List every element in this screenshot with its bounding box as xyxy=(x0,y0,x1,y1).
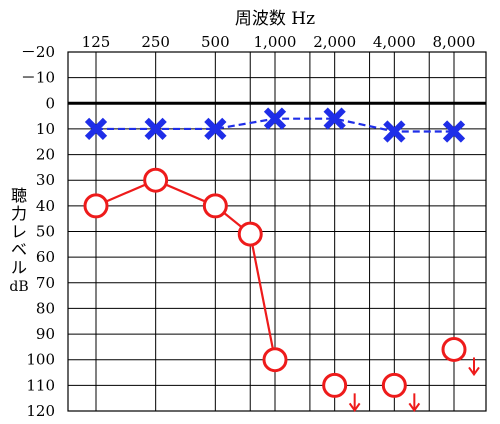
y-tick-labels: －20 －10 0 10 20 30 40 50 60 70 80 90 100 110 120 xyxy=(21,43,55,420)
x-tick-label: 4,000 xyxy=(373,33,416,51)
y-tick-label: 100 xyxy=(26,351,55,369)
y-axis-label-char: 力 xyxy=(11,204,27,223)
data-point-cross xyxy=(84,117,108,141)
y-axis-label-unit: dB xyxy=(9,279,28,295)
y-tick-label: 110 xyxy=(26,376,55,394)
cross-stroke xyxy=(84,117,108,141)
cross-stroke xyxy=(144,117,167,141)
data-point-circle xyxy=(262,347,288,373)
data-point-circle xyxy=(237,221,263,247)
y-tick-label: －10 xyxy=(21,69,55,87)
no-response-arrow xyxy=(408,393,421,413)
arrow-head xyxy=(408,402,421,413)
x-tick-label: 250 xyxy=(141,33,170,51)
y-tick-label: 70 xyxy=(36,274,55,292)
no-response-arrow xyxy=(468,357,480,377)
y-axis-label-char: 聴 xyxy=(11,186,27,205)
data-point-cross xyxy=(323,107,346,130)
y-tick-label: 30 xyxy=(36,171,55,189)
data-point-circle xyxy=(202,193,228,219)
y-tick-label: 40 xyxy=(36,197,55,215)
series-circle-red xyxy=(83,167,480,413)
data-point-circle xyxy=(322,372,348,398)
x-tick-label: 125 xyxy=(82,33,111,51)
data-point-cross xyxy=(144,117,167,141)
y-tick-label: 10 xyxy=(36,120,55,138)
cross-stroke xyxy=(323,107,346,130)
x-tick-label: 1,000 xyxy=(254,33,297,51)
y-tick-label: 0 xyxy=(45,94,55,112)
y-tick-label: 90 xyxy=(36,325,55,343)
y-tick-label: 80 xyxy=(36,299,55,317)
data-point-cross xyxy=(442,120,466,143)
cross-stroke xyxy=(442,120,466,143)
x-tick-label: 2,000 xyxy=(313,33,356,51)
y-tick-label: 120 xyxy=(26,402,55,420)
y-axis-label-char: ベ xyxy=(11,240,27,259)
arrow-head xyxy=(468,366,480,377)
y-tick-label: －20 xyxy=(21,43,55,61)
y-axis-label-char: ル xyxy=(11,258,27,277)
cross-stroke xyxy=(263,107,287,130)
data-point-circle xyxy=(381,372,407,398)
cross-stroke xyxy=(383,120,406,143)
series-cross-blue xyxy=(84,107,466,143)
arrow-head xyxy=(348,402,361,413)
no-response-arrow xyxy=(348,393,361,413)
data-point-cross xyxy=(263,107,287,130)
x-tick-label: 500 xyxy=(201,33,230,51)
y-tick-label: 20 xyxy=(36,146,55,164)
data-point-cross xyxy=(204,117,227,141)
cross-stroke xyxy=(204,117,227,141)
data-point-circle xyxy=(83,193,109,219)
data-point-circle xyxy=(143,167,169,193)
grid-lines xyxy=(67,51,487,412)
chart-title: 周波数 Hz xyxy=(235,9,315,29)
x-tick-label: 8,000 xyxy=(433,33,476,51)
series-layer xyxy=(83,107,480,413)
data-point-cross xyxy=(383,120,406,143)
y-axis-label-char: レ xyxy=(11,222,27,241)
y-tick-label: 50 xyxy=(36,223,55,241)
data-point-circle xyxy=(441,336,467,362)
y-tick-label: 60 xyxy=(36,248,55,266)
x-tick-labels: 125 250 500 1,000 2,000 4,000 8,000 xyxy=(82,33,476,51)
